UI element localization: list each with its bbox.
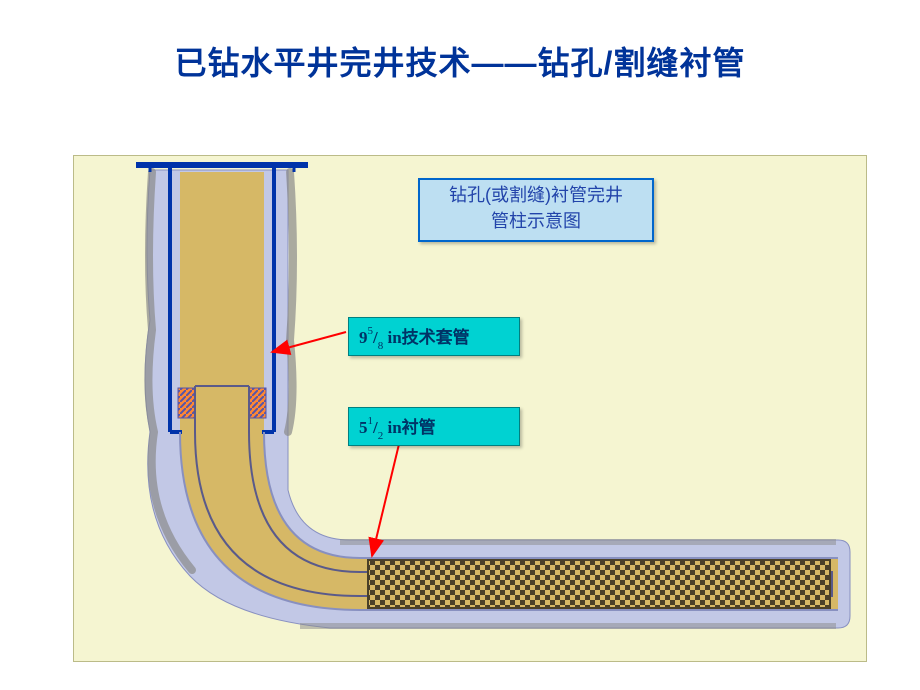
liner-label-sup: 1 [368,415,374,427]
casing-label-sub: 8 [378,340,384,352]
diagram-caption: 钻孔(或割缝)衬管完井 管柱示意图 [418,178,654,242]
caption-line1: 钻孔(或割缝)衬管完井 [449,185,623,205]
caption-line2: 管柱示意图 [491,211,581,231]
liner-label-prefix: 5 [359,418,368,437]
liner-label-suffix: in衬管 [383,418,435,437]
liner-hanger-left [178,388,195,418]
formation-edge-right [288,172,293,432]
wellhead-flange [136,162,308,168]
arrow-liner [372,440,400,556]
casing-label-prefix: 9 [359,328,368,347]
slotted-liner-section [368,560,830,608]
casing-label-suffix: in技术套管 [383,328,469,347]
casing-label-sup: 5 [368,325,374,337]
liner-label-sub: 2 [378,430,384,442]
liner-label: 51/2 in衬管 [348,407,520,446]
liner-hanger-right [249,388,266,418]
casing-label: 95/8 in技术套管 [348,317,520,356]
